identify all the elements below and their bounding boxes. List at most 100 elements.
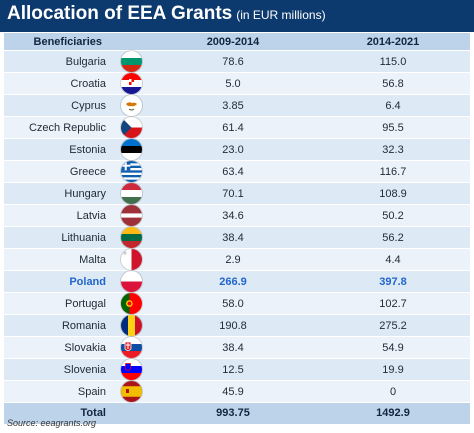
beneficiary-name: Croatia	[4, 72, 112, 95]
value-2014-2021: 0	[316, 380, 470, 403]
value-2014-2021: 116.7	[316, 160, 470, 183]
portugal-flag-icon	[120, 293, 142, 314]
value-2009-2014: 78.6	[150, 50, 316, 73]
column-header-flag	[112, 33, 150, 51]
beneficiary-name: Romania	[4, 314, 112, 337]
value-2014-2021: 6.4	[316, 94, 470, 117]
value-2014-2021: 50.2	[316, 204, 470, 227]
value-2009-2014: 58.0	[150, 292, 316, 315]
value-2009-2014: 38.4	[150, 336, 316, 359]
beneficiary-name: Poland	[4, 270, 112, 293]
value-2009-2014: 38.4	[150, 226, 316, 249]
table-row: Bulgaria 78.6 115.0	[4, 50, 470, 73]
value-2009-2014: 45.9	[150, 380, 316, 403]
greece-flag-icon	[120, 161, 142, 182]
romania-flag-icon	[120, 315, 142, 336]
flag-cell	[112, 72, 150, 95]
latvia-flag-icon	[120, 205, 142, 226]
slovenia-flag-icon	[120, 359, 142, 380]
table-body: Bulgaria 78.6 115.0 Croatia 5.0 56.8 Cyprus 3.8…	[4, 50, 470, 425]
value-2009-2014: 34.6	[150, 204, 316, 227]
total-2009-2014: 993.75	[150, 402, 316, 425]
poland-flag-icon	[120, 271, 142, 292]
estonia-flag-icon	[120, 139, 142, 160]
flag-cell	[112, 226, 150, 249]
table-row: Estonia 23.0 32.3	[4, 138, 470, 161]
beneficiary-name: Slovakia	[4, 336, 112, 359]
value-2014-2021: 397.8	[316, 270, 470, 293]
flag-cell	[112, 116, 150, 139]
value-2014-2021: 4.4	[316, 248, 470, 271]
value-2014-2021: 32.3	[316, 138, 470, 161]
beneficiary-name: Latvia	[4, 204, 112, 227]
table-row: Spain 45.9 0	[4, 380, 470, 403]
source-note: Source: eeagrants.org	[7, 418, 97, 428]
value-2009-2014: 12.5	[150, 358, 316, 381]
value-2009-2014: 3.85	[150, 94, 316, 117]
table-header-row: Beneficiaries 2009-2014 2014-2021	[4, 33, 470, 51]
value-2014-2021: 54.9	[316, 336, 470, 359]
beneficiary-name: Spain	[4, 380, 112, 403]
beneficiary-name: Cyprus	[4, 94, 112, 117]
chart-subtitle: (in EUR millions)	[236, 8, 326, 22]
flag-cell	[112, 248, 150, 271]
chart-title: Allocation of EEA Grants (in EUR millions…	[7, 3, 326, 25]
value-2014-2021: 56.2	[316, 226, 470, 249]
spain-flag-icon	[120, 381, 142, 402]
flag-cell	[112, 358, 150, 381]
value-2009-2014: 2.9	[150, 248, 316, 271]
value-2009-2014: 63.4	[150, 160, 316, 183]
value-2009-2014: 61.4	[150, 116, 316, 139]
value-2014-2021: 102.7	[316, 292, 470, 315]
value-2009-2014: 266.9	[150, 270, 316, 293]
flag-cell	[112, 138, 150, 161]
hungary-flag-icon	[120, 183, 142, 204]
table-row: Malta 2.9 4.4	[4, 248, 470, 271]
total-2014-2021: 1492.9	[316, 402, 470, 425]
table-row: Latvia 34.6 50.2	[4, 204, 470, 227]
beneficiary-name: Malta	[4, 248, 112, 271]
lithuania-flag-icon	[120, 227, 142, 248]
flag-cell	[112, 50, 150, 73]
table-row: Croatia 5.0 56.8	[4, 72, 470, 95]
title-bar: Allocation of EEA Grants (in EUR millions…	[0, 0, 474, 32]
value-2014-2021: 115.0	[316, 50, 470, 73]
table-row: Hungary 70.1 108.9	[4, 182, 470, 205]
flag-cell	[112, 380, 150, 403]
flag-cell	[112, 94, 150, 117]
table-row: Poland 266.9 397.8	[4, 270, 470, 293]
value-2014-2021: 275.2	[316, 314, 470, 337]
beneficiary-name: Slovenia	[4, 358, 112, 381]
value-2014-2021: 19.9	[316, 358, 470, 381]
flag-cell	[112, 314, 150, 337]
grants-table-container: Beneficiaries 2009-2014 2014-2021 Bulgar…	[4, 33, 470, 425]
croatia-flag-icon	[120, 73, 142, 94]
chart-title-text: Allocation of EEA Grants	[7, 3, 233, 24]
flag-cell	[112, 160, 150, 183]
value-2014-2021: 56.8	[316, 72, 470, 95]
cyprus-flag-icon	[120, 95, 142, 116]
table-row: Czech Republic 61.4 95.5	[4, 116, 470, 139]
value-2009-2014: 70.1	[150, 182, 316, 205]
flag-cell	[112, 336, 150, 359]
beneficiary-name: Estonia	[4, 138, 112, 161]
total-flag-cell	[112, 402, 150, 425]
flag-cell	[112, 204, 150, 227]
table-row: Lithuania 38.4 56.2	[4, 226, 470, 249]
value-2009-2014: 23.0	[150, 138, 316, 161]
table-row: Slovenia 12.5 19.9	[4, 358, 470, 381]
malta-flag-icon	[120, 249, 142, 270]
table-row: Cyprus 3.85 6.4	[4, 94, 470, 117]
column-header-2014-2021: 2014-2021	[316, 33, 470, 51]
value-2009-2014: 190.8	[150, 314, 316, 337]
bulgaria-flag-icon	[120, 51, 142, 72]
beneficiary-name: Bulgaria	[4, 50, 112, 73]
table-row: Greece 63.4 116.7	[4, 160, 470, 183]
flag-cell	[112, 182, 150, 205]
flag-cell	[112, 292, 150, 315]
beneficiary-name: Hungary	[4, 182, 112, 205]
beneficiary-name: Lithuania	[4, 226, 112, 249]
beneficiary-name: Czech Republic	[4, 116, 112, 139]
value-2009-2014: 5.0	[150, 72, 316, 95]
value-2014-2021: 95.5	[316, 116, 470, 139]
